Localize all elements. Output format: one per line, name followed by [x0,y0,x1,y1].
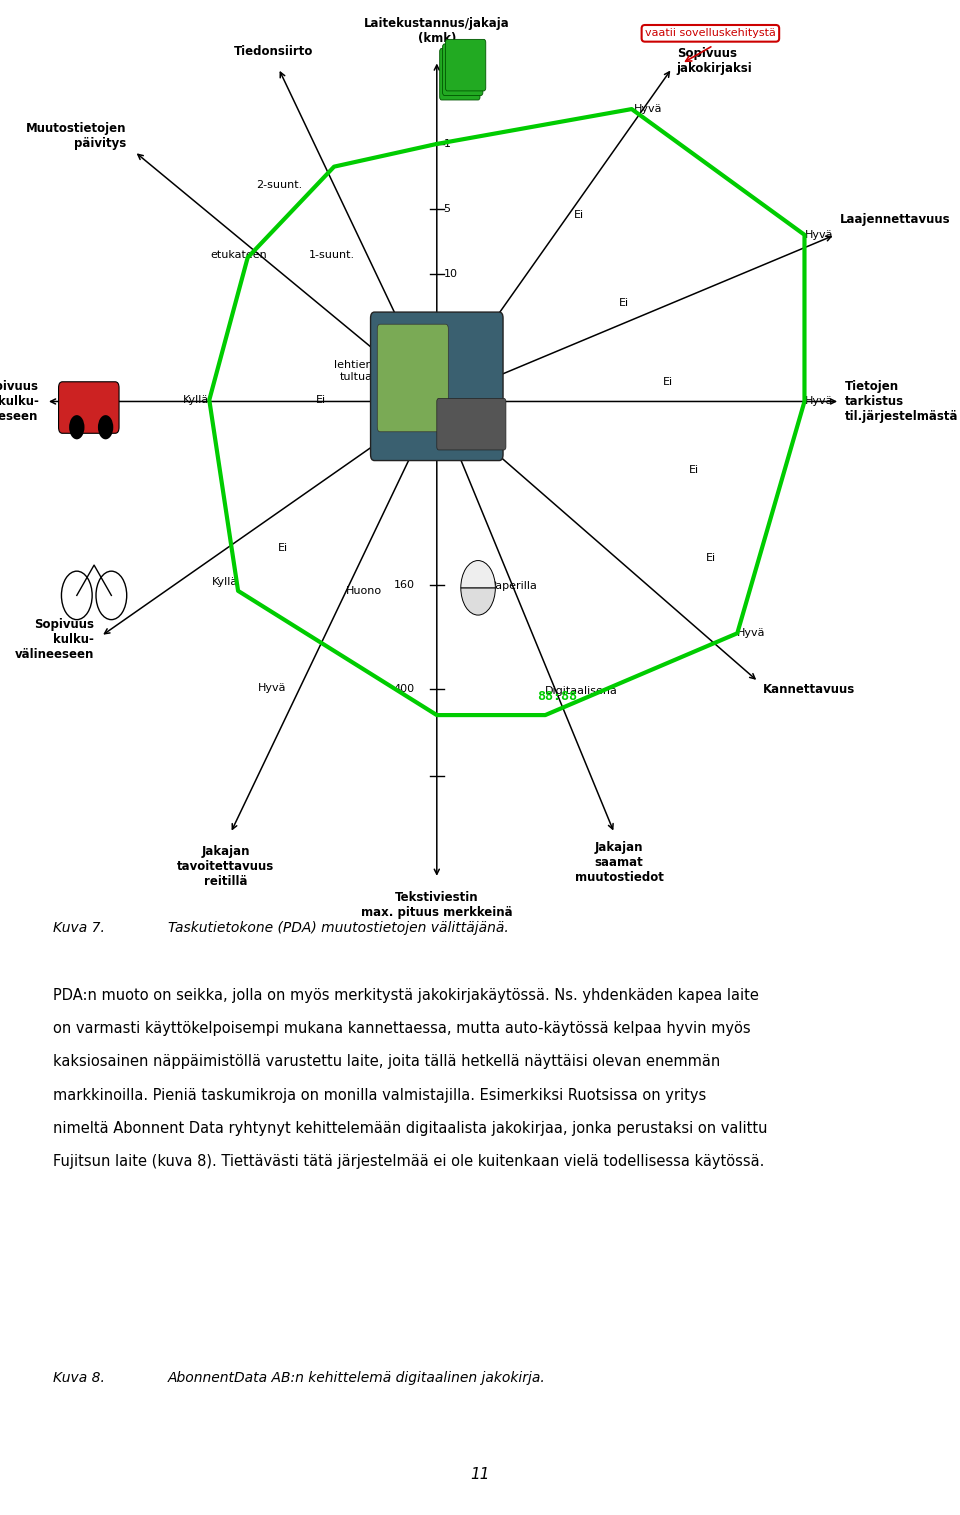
Text: Jakajan
saamat
muutostiedot: Jakajan saamat muutostiedot [575,841,663,883]
Text: AbonnentData AB:n kehittelemä digitaalinen jakokirja.: AbonnentData AB:n kehittelemä digitaalin… [168,1371,545,1385]
Text: Tiedonsiirto: Tiedonsiirto [234,44,313,58]
FancyBboxPatch shape [371,312,503,461]
FancyBboxPatch shape [443,44,483,95]
Text: Fujitsun laite (kuva 8). Tiettävästi tätä järjestelmää ei ole kuitenkaan vielä t: Fujitsun laite (kuva 8). Tiettävästi tät… [53,1154,764,1170]
Text: PDA:n muoto on seikka, jolla on myös merkitystä jakokirjakäytössä. Ns. yhdenkäde: PDA:n muoto on seikka, jolla on myös mer… [53,988,758,1003]
Text: Kyllä: Kyllä [183,395,209,405]
Text: Ei: Ei [706,553,716,562]
Text: 11: 11 [470,1467,490,1482]
Wedge shape [461,588,495,615]
Text: 160: 160 [394,580,415,589]
Text: on varmasti käyttökelpoisempi mukana kannettaessa, mutta auto-käytössä kelpaa hy: on varmasti käyttökelpoisempi mukana kan… [53,1021,751,1036]
Text: Ei: Ei [316,395,326,405]
Text: 400: 400 [394,685,415,694]
Text: Hyvä: Hyvä [804,230,833,239]
Text: Ei: Ei [277,544,288,553]
Wedge shape [461,561,495,588]
Text: Kuva 7.: Kuva 7. [53,921,105,935]
Text: Kyllä: Kyllä [212,577,238,586]
Text: Hyvä: Hyvä [634,105,662,114]
Text: Sopivuus
kulku-
välineeseen: Sopivuus kulku- välineeseen [14,618,94,661]
Text: Digitaalisena: Digitaalisena [545,686,618,695]
Text: Tekstiviestin
max. pituus merkkeinä: Tekstiviestin max. pituus merkkeinä [361,891,513,918]
Text: 5: 5 [444,205,450,214]
Text: Huono: Huono [346,586,382,595]
FancyBboxPatch shape [437,398,506,450]
Text: lehtien
tultua: lehtien tultua [334,361,372,382]
FancyBboxPatch shape [445,39,486,91]
Text: etukateen: etukateen [210,250,267,259]
Text: Laitekustannus/jakaja
(kmk): Laitekustannus/jakaja (kmk) [364,18,510,45]
Text: 1: 1 [444,139,450,148]
Text: kaksiosainen näppäimistöllä varustettu laite, joita tällä hetkellä näyttäisi ole: kaksiosainen näppäimistöllä varustettu l… [53,1054,720,1070]
Text: Kuva 8.: Kuva 8. [53,1371,105,1385]
FancyBboxPatch shape [440,48,480,100]
Text: Hyvä: Hyvä [804,397,833,406]
Text: Ei: Ei [662,377,673,386]
Text: 10: 10 [444,270,458,279]
Text: nimeltä Abonnent Data ryhtynyt kehittelemään digitaalista jakokirjaa, jonka peru: nimeltä Abonnent Data ryhtynyt kehittele… [53,1121,767,1136]
Circle shape [69,415,84,439]
Text: Kannettavuus: Kannettavuus [763,683,855,695]
FancyBboxPatch shape [59,382,119,433]
Text: Hyvä: Hyvä [257,683,286,692]
Text: Taskutietokone (PDA) muutostietojen välittäjänä.: Taskutietokone (PDA) muutostietojen väli… [168,921,509,935]
Text: Muutostietojen
päivitys: Muutostietojen päivitys [26,123,127,150]
Text: 88:88: 88:88 [538,691,578,703]
Text: Sopivuus
jakokirjaksi: Sopivuus jakokirjaksi [677,47,753,74]
Text: vaatii sovelluskehitystä: vaatii sovelluskehitystä [645,29,776,38]
Text: Jakajan
tavoitettavuus
reitillä: Jakajan tavoitettavuus reitillä [177,845,275,888]
Text: Ei: Ei [689,465,700,474]
FancyBboxPatch shape [377,324,448,432]
Text: markkinoilla. Pieniä taskumikroja on monilla valmistajilla. Esimerkiksi Ruotsiss: markkinoilla. Pieniä taskumikroja on mon… [53,1088,706,1103]
Text: Hyvä: Hyvä [737,629,766,638]
Circle shape [98,415,113,439]
Text: Tietojen
tarkistus
til.järjestelmästä: Tietojen tarkistus til.järjestelmästä [845,380,958,423]
Text: Ei: Ei [619,298,630,308]
Text: Ei: Ei [574,211,585,220]
Text: 2-suunt.: 2-suunt. [256,180,302,189]
Text: Laajennettavuus: Laajennettavuus [840,214,950,226]
Text: Sopivuus
kulku-
välineeseen: Sopivuus kulku- välineeseen [0,380,38,423]
Text: Paperilla: Paperilla [490,582,538,591]
Text: 1-suunt.: 1-suunt. [309,250,355,259]
